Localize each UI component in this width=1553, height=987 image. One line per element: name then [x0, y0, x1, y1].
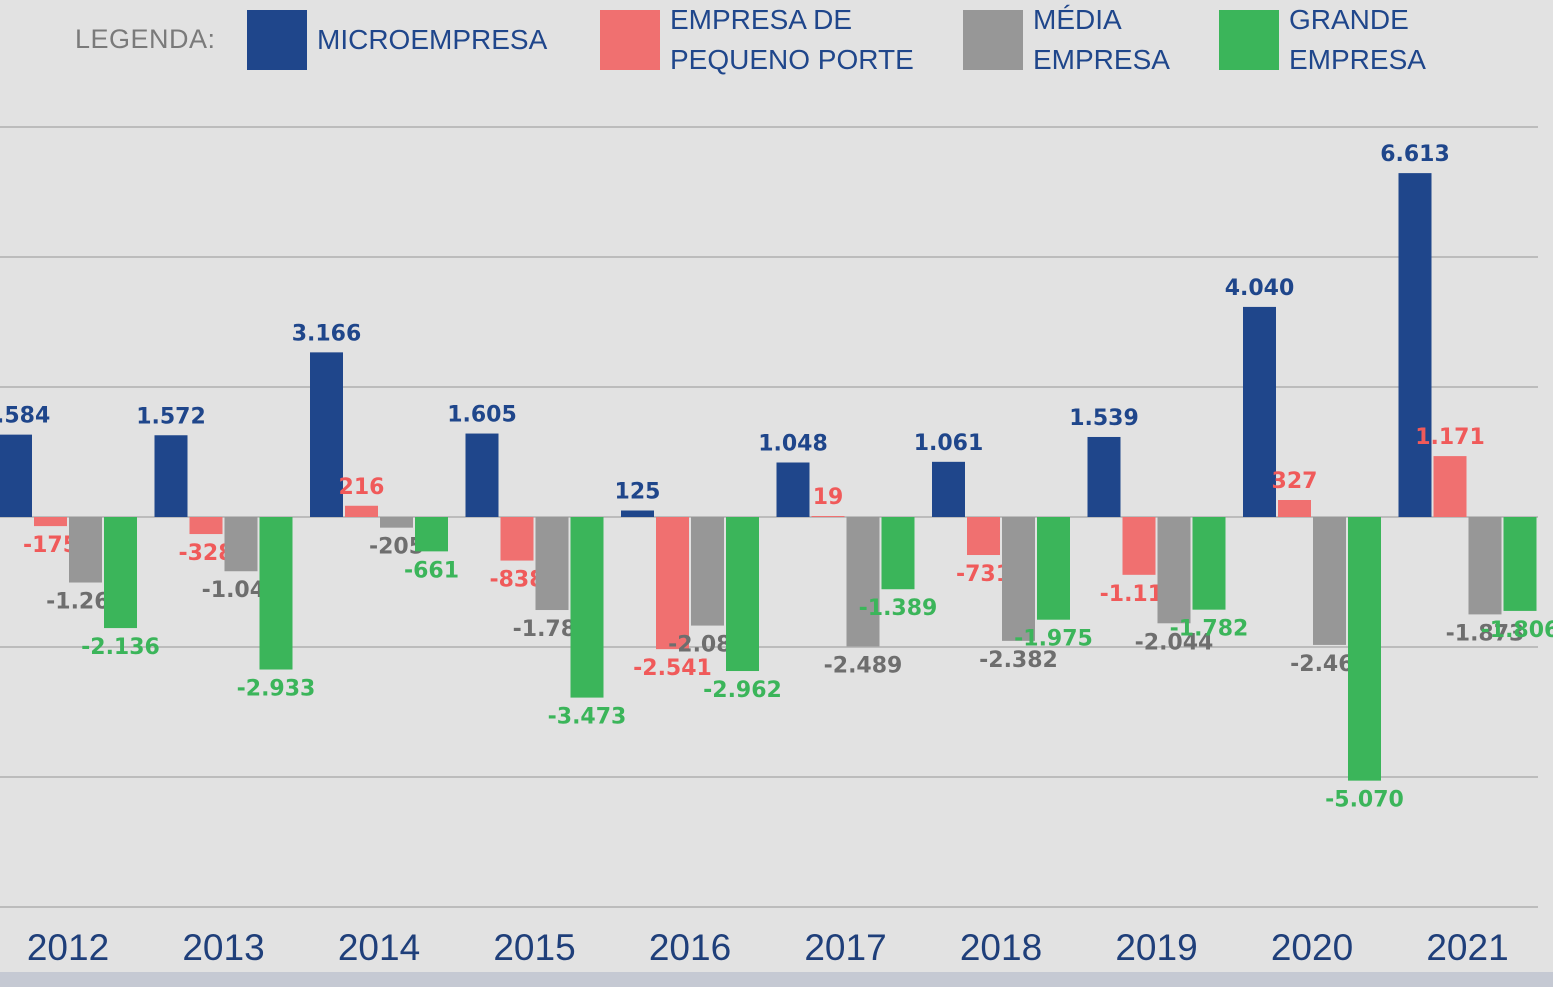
bar: [967, 517, 1000, 556]
value-label: 1.584: [0, 404, 50, 429]
value-label: 1.539: [1069, 406, 1139, 431]
legend-swatch: [247, 10, 307, 70]
value-label: -3.473: [548, 705, 627, 730]
value-label: -1.806: [1481, 618, 1553, 643]
value-label: -661: [404, 558, 459, 583]
x-tick-label: 2015: [493, 927, 575, 968]
legend-swatch: [1219, 10, 1279, 70]
bar: [415, 517, 448, 552]
value-label: -328: [178, 541, 233, 566]
value-label: -2.382: [979, 648, 1058, 673]
bar: [1433, 456, 1467, 517]
bar: [104, 517, 137, 629]
bar: [310, 352, 343, 517]
bar: [881, 517, 915, 590]
x-tick-label: 2017: [804, 927, 886, 968]
bar: [500, 517, 534, 561]
value-label: 125: [615, 480, 661, 505]
value-label: 1.048: [758, 432, 828, 457]
bar: [69, 517, 102, 583]
legend-label: MICROEMPRESA: [317, 24, 548, 55]
bar: [0, 434, 32, 517]
bar: [1037, 517, 1070, 620]
x-tick-label: 2019: [1115, 927, 1197, 968]
bar: [570, 517, 604, 698]
value-label: -731: [956, 562, 1011, 587]
bar: [1313, 517, 1346, 645]
value-label: 1.572: [136, 404, 206, 429]
value-label: -1.389: [859, 596, 938, 621]
x-tick-label: 2020: [1271, 927, 1353, 968]
value-label: -1.782: [1170, 617, 1249, 642]
value-label: 1.605: [447, 403, 517, 428]
bar: [691, 517, 724, 626]
value-label: 4.040: [1225, 276, 1295, 301]
value-label: 1.061: [914, 431, 984, 456]
value-label: 216: [339, 475, 385, 500]
legend-swatch: [600, 10, 660, 70]
legend-label: GRANDE EMPRESA: [1289, 4, 1426, 75]
bar: [1348, 517, 1381, 781]
value-label: -175: [23, 533, 78, 558]
value-label: -838: [489, 568, 544, 593]
bar: [259, 517, 293, 670]
bar: [465, 433, 499, 517]
x-tick-label: 2018: [960, 927, 1042, 968]
value-label: 1.171: [1415, 425, 1485, 450]
bar: [726, 517, 759, 672]
bar: [189, 517, 223, 535]
value-label: -2.136: [81, 635, 160, 660]
bar: [1157, 517, 1191, 624]
bar: [345, 505, 378, 517]
bar: [1398, 173, 1432, 517]
bar: [776, 462, 810, 517]
bar: [1192, 517, 1226, 610]
bar: [1243, 306, 1276, 517]
bar: [811, 516, 845, 517]
x-tick-label: 2012: [27, 927, 109, 968]
bar: [1503, 517, 1537, 611]
bar: [1278, 499, 1311, 517]
value-label: 327: [1272, 469, 1318, 494]
value-label: -2.489: [824, 653, 903, 678]
value-label: 3.166: [292, 321, 362, 346]
value-label: -1.873: [1446, 621, 1525, 646]
value-label: -2.541: [633, 656, 712, 681]
bar: [1002, 517, 1035, 641]
value-label: -2.933: [237, 677, 316, 702]
value-label: -205: [369, 535, 424, 560]
legend-swatch: [963, 10, 1023, 70]
bar: [34, 517, 67, 527]
bar: [535, 517, 569, 611]
bar: [656, 517, 689, 650]
value-label: -5.070: [1325, 788, 1404, 813]
bar: [846, 517, 880, 647]
value-label: -2.962: [703, 678, 782, 703]
bar: [1087, 436, 1121, 517]
x-tick-label: 2013: [182, 927, 264, 968]
bar: [380, 517, 413, 528]
bar: [224, 517, 258, 572]
value-label: 19: [813, 485, 844, 510]
bar: [621, 510, 654, 517]
bar: [154, 435, 188, 517]
x-tick-label: 2021: [1426, 927, 1508, 968]
value-label: 6.613: [1380, 142, 1450, 167]
value-label: -2.044: [1135, 630, 1214, 655]
bar: [932, 461, 965, 517]
bar: [1468, 517, 1502, 615]
x-tick-label: 2016: [649, 927, 731, 968]
legend-title: LEGENDA:: [75, 24, 216, 54]
x-tick-label: 2014: [338, 927, 420, 968]
footer-band: [0, 972, 1553, 987]
bar: [1122, 517, 1156, 575]
legend-label: EMPRESA DE PEQUENO PORTE: [670, 4, 914, 75]
legend-label: MÉDIA EMPRESA: [1033, 4, 1170, 75]
value-label: -1.975: [1014, 627, 1093, 652]
